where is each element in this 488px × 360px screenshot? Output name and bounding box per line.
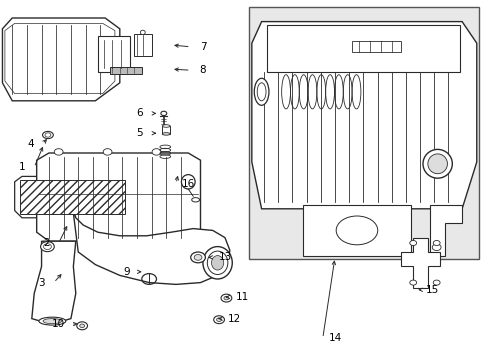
Polygon shape [2,18,120,101]
Ellipse shape [213,316,224,324]
Polygon shape [37,153,200,241]
Ellipse shape [432,280,439,285]
Text: 4: 4 [27,139,34,149]
Ellipse shape [152,149,161,155]
Polygon shape [32,241,76,322]
Text: 12: 12 [227,314,241,324]
Ellipse shape [41,242,54,252]
Ellipse shape [409,240,416,246]
Text: 2: 2 [43,238,50,248]
Ellipse shape [140,30,145,35]
Polygon shape [429,205,461,256]
Ellipse shape [422,149,451,178]
Text: 9: 9 [123,267,130,277]
Text: 7: 7 [199,42,206,52]
Ellipse shape [43,319,61,324]
Polygon shape [266,25,459,72]
Ellipse shape [221,294,231,302]
Polygon shape [303,205,410,256]
Text: 14: 14 [327,333,341,343]
Ellipse shape [207,251,227,274]
Ellipse shape [191,198,199,202]
Ellipse shape [409,280,416,285]
Ellipse shape [211,256,224,270]
Text: 10: 10 [52,319,65,329]
Text: 13: 13 [218,252,231,262]
Ellipse shape [54,149,63,155]
Ellipse shape [190,252,205,263]
Text: 8: 8 [199,65,206,75]
Ellipse shape [103,149,112,155]
Ellipse shape [224,296,228,300]
Text: 11: 11 [235,292,248,302]
Ellipse shape [77,322,87,330]
Bar [162,126,170,134]
Ellipse shape [42,131,53,139]
Ellipse shape [162,132,170,135]
Bar [249,7,478,259]
Ellipse shape [161,111,166,116]
Bar [134,34,151,56]
Ellipse shape [216,318,221,321]
Bar [20,180,124,214]
Ellipse shape [432,240,439,246]
Bar [110,67,142,74]
Bar [351,41,400,52]
Text: 5: 5 [136,128,142,138]
Ellipse shape [431,244,440,251]
Ellipse shape [194,255,202,260]
Ellipse shape [254,78,268,105]
Text: 6: 6 [136,108,142,118]
Text: 3: 3 [38,278,45,288]
Polygon shape [15,176,127,218]
Text: 16: 16 [181,179,195,189]
Polygon shape [98,36,129,72]
Ellipse shape [203,247,232,279]
Ellipse shape [162,125,170,127]
Ellipse shape [427,154,447,174]
Ellipse shape [39,317,65,325]
Text: 1: 1 [19,162,25,172]
Polygon shape [72,205,229,284]
Polygon shape [400,238,439,288]
Ellipse shape [80,324,84,328]
Polygon shape [251,22,476,209]
Text: 15: 15 [425,285,439,295]
